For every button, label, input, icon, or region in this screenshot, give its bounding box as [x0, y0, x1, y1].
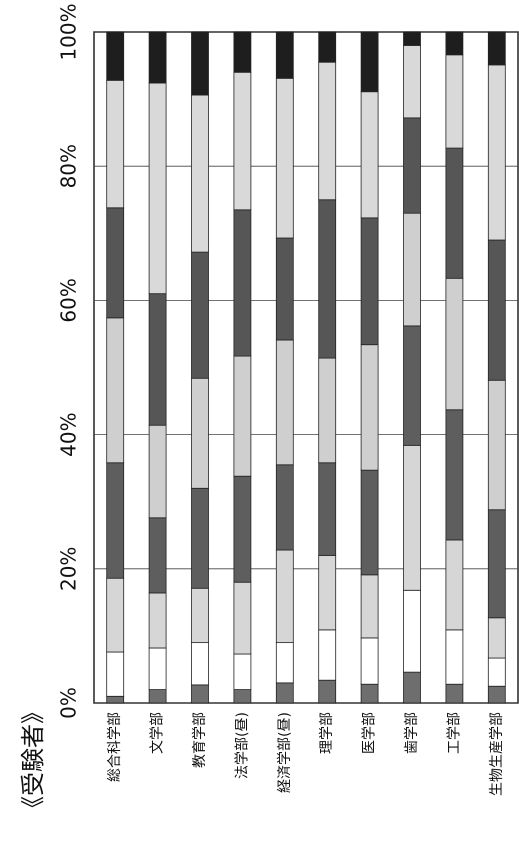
- bar-segment: [318, 199, 337, 359]
- bar-segment: [275, 464, 294, 551]
- bar-segment: [275, 642, 294, 684]
- bar-segment: [233, 31, 252, 73]
- bar-segment: [487, 617, 506, 659]
- bar-segment: [360, 91, 379, 219]
- bar-segment: [318, 61, 337, 201]
- bar-segment: [233, 475, 252, 583]
- bar-segment: [191, 587, 209, 644]
- x-tick-label: 歯学部: [404, 712, 420, 754]
- bar-segment: [106, 31, 125, 81]
- bar-segment: [275, 237, 294, 341]
- bar-segment: [487, 657, 506, 687]
- x-tick-label: 総合科学部: [107, 712, 123, 782]
- bar-segment: [487, 509, 506, 619]
- bar-segment: [445, 629, 464, 685]
- bar-segment: [318, 31, 337, 63]
- bar-segment: [106, 695, 125, 704]
- x-tick-label: 医学部: [362, 712, 378, 754]
- bar-segment: [403, 45, 421, 119]
- bar-segment: [191, 487, 209, 589]
- bar-segment: [148, 689, 167, 704]
- bar-segment: [487, 239, 506, 381]
- y-tick-label: 60%: [57, 278, 81, 322]
- bar-segment: [275, 31, 294, 79]
- bar-segment: [233, 209, 252, 357]
- bar-segment: [191, 251, 209, 379]
- bar-segment: [318, 462, 337, 556]
- y-tick-label: 0%: [57, 687, 81, 719]
- bar-segment: [403, 444, 421, 591]
- bar-segment: [487, 31, 506, 66]
- y-tick-label: 80%: [57, 144, 81, 188]
- bar-segment: [487, 685, 506, 704]
- bar-segment: [318, 629, 337, 681]
- bar-segment: [360, 637, 379, 685]
- x-tick-label: 生物生産学部: [489, 712, 505, 796]
- bar-segment: [275, 682, 294, 704]
- chart-title: 《受験者》: [19, 700, 47, 820]
- bar-segment: [275, 549, 294, 644]
- bar-segment: [445, 409, 464, 541]
- bar-segment: [403, 212, 421, 327]
- bar-segment: [360, 469, 379, 576]
- x-tick-label: 理学部: [319, 712, 335, 754]
- bar-segment: [191, 642, 209, 686]
- bar-segment: [106, 577, 125, 653]
- bar-segment: [445, 147, 464, 279]
- bar-segment: [148, 517, 167, 594]
- x-tick-label: 経済学部(昼): [277, 712, 293, 793]
- bar-segment: [318, 357, 337, 464]
- bar-segment: [360, 217, 379, 346]
- bar-segment: [148, 592, 167, 649]
- bar-segment: [445, 683, 464, 704]
- bar-segment: [233, 355, 252, 477]
- bar-segment: [275, 339, 294, 466]
- bar-segment: [191, 94, 209, 253]
- bar-segment: [445, 539, 464, 631]
- bar-segment: [487, 379, 506, 511]
- bar-segment: [403, 671, 421, 704]
- bar-segment: [191, 684, 209, 704]
- bar-segment: [106, 317, 125, 464]
- bar-segment: [106, 207, 125, 319]
- bar-segment: [148, 424, 167, 519]
- x-tick-label: 法学部(昼): [234, 712, 250, 779]
- y-tick-label: 100%: [57, 3, 81, 60]
- bar-segment: [106, 651, 125, 697]
- bar-segment: [275, 77, 294, 239]
- bar-segment: [233, 581, 252, 655]
- bar-segment: [148, 293, 167, 426]
- bar-segment: [403, 589, 421, 673]
- bar-segment: [233, 71, 252, 211]
- bar-segment: [360, 574, 379, 639]
- bar-segment: [403, 325, 421, 446]
- bar-segment: [360, 683, 379, 704]
- bar-segment: [148, 647, 167, 690]
- bar-segment: [148, 82, 167, 295]
- bar-segment: [318, 679, 337, 704]
- bar-segment: [403, 117, 421, 214]
- bar-segment: [487, 64, 506, 241]
- bar-segment: [360, 31, 379, 93]
- bar-segment: [445, 277, 464, 411]
- bar-segment: [233, 689, 252, 704]
- bar-segment: [191, 377, 209, 489]
- x-tick-label: 文学部: [150, 712, 166, 754]
- bar-segment: [148, 31, 167, 84]
- bar-segment: [106, 79, 125, 209]
- bar-segment: [191, 31, 209, 96]
- y-tick-label: 40%: [57, 412, 81, 456]
- bar-segment: [360, 344, 379, 471]
- bar-segment: [318, 554, 337, 631]
- x-tick-label: 工学部: [446, 712, 462, 754]
- bar-segment: [403, 31, 421, 46]
- bar-segment: [445, 54, 464, 149]
- x-tick-label: 教育学部: [192, 712, 208, 768]
- bar-segment: [106, 462, 125, 579]
- bar-segment: [233, 653, 252, 690]
- y-tick-label: 20%: [57, 547, 81, 591]
- bar-segment: [445, 31, 464, 56]
